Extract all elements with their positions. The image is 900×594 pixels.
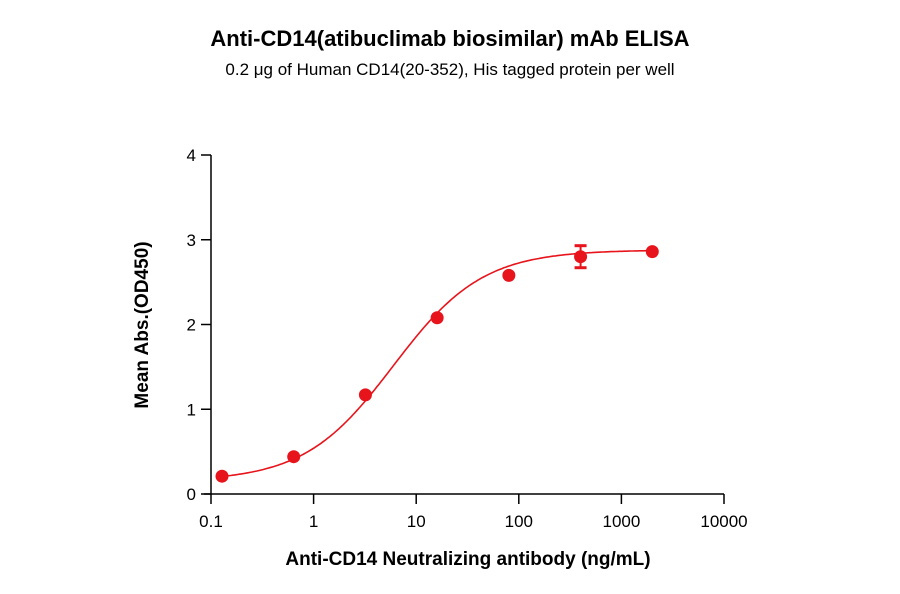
y-axis-label: Mean Abs.(OD450) (132, 241, 153, 408)
y-tick-label: 0 (187, 485, 196, 504)
data-point (574, 250, 588, 264)
chart-subtitle: 0.2 μg of Human CD14(20-352), His tagged… (225, 60, 675, 79)
x-tick-label: 1000 (602, 512, 640, 531)
y-tick-label: 3 (187, 231, 196, 250)
chart-title: Anti-CD14(atibuclimab biosimilar) mAb EL… (210, 26, 690, 51)
x-tick-label: 10000 (700, 512, 747, 531)
y-tick-label: 1 (187, 400, 196, 419)
x-tick-label: 1 (309, 512, 318, 531)
data-point (502, 268, 516, 282)
data-point (645, 245, 659, 259)
y-tick-label: 2 (187, 316, 196, 335)
x-tick-label: 0.1 (199, 512, 223, 531)
x-axis-label: Anti-CD14 Neutralizing antibody (ng/mL) (285, 549, 650, 570)
data-point (358, 388, 372, 402)
data-point (287, 450, 301, 464)
fit-curve (221, 249, 653, 478)
x-tick-label: 10 (407, 512, 426, 531)
data-point (430, 311, 444, 325)
x-tick-label: 100 (505, 512, 533, 531)
y-tick-label: 4 (187, 146, 196, 165)
data-point (215, 469, 229, 483)
